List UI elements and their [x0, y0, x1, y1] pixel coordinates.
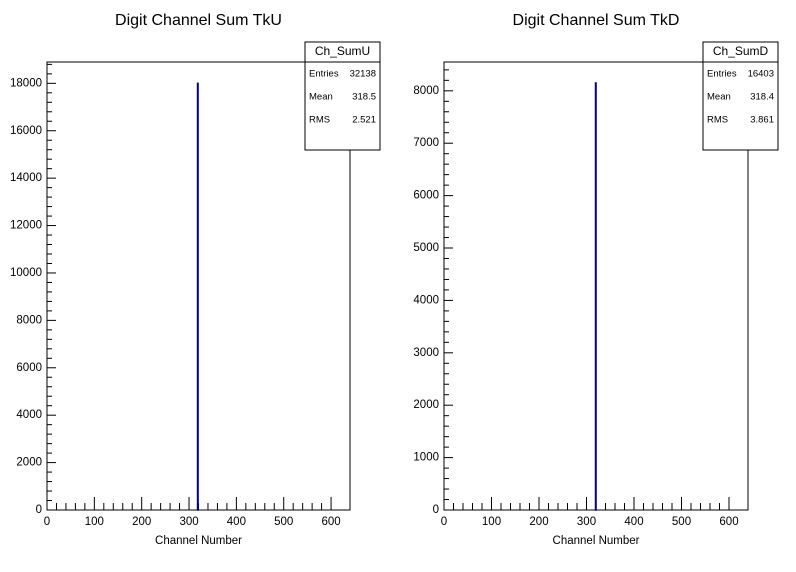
x-tick-label: 300 [577, 516, 596, 528]
y-tick-label: 8000 [16, 314, 42, 326]
chart-pad: Digit Channel Sum TkD Channel Number 0 100 2… [413, 12, 779, 547]
stats-frame [304, 41, 381, 151]
x-tick-label: 300 [179, 516, 198, 528]
x-tick-label: 200 [132, 516, 151, 528]
y-tick-label: 10000 [10, 267, 42, 279]
y-tick-label: 5000 [413, 242, 439, 254]
x-tick-label: 500 [274, 516, 293, 528]
y-tick-label: 6000 [16, 362, 42, 374]
chart-title: Digit Channel Sum TkU [115, 12, 282, 29]
x-axis-label: Channel Number [155, 535, 242, 547]
stats-label: RMS [707, 115, 728, 126]
stats-box: Ch_SumU Entries 32138 Mean 318.5 RMS 2.521 [304, 41, 381, 151]
stats-frame [702, 41, 779, 151]
stats-value: 318.5 [352, 92, 376, 103]
y-tick-label: 7000 [413, 137, 439, 149]
y-tick-label: 3000 [413, 347, 439, 359]
x-tick-label: 600 [321, 516, 340, 528]
stats-title: Ch_SumD [713, 44, 769, 58]
y-tick-label: 2000 [16, 457, 42, 469]
x-tick-label: 400 [227, 516, 246, 528]
x-axis-label: Channel Number [553, 535, 640, 547]
x-tick-label: 100 [85, 516, 104, 528]
stats-label: RMS [309, 115, 330, 126]
stats-value: 318.4 [750, 92, 774, 103]
y-tick-label: 8000 [413, 85, 439, 97]
y-tick-label: 4000 [16, 409, 42, 421]
stats-label: Entries [707, 69, 737, 80]
y-tick-label: 0 [433, 504, 439, 516]
x-tick-label: 500 [672, 516, 691, 528]
x-tick-label: 0 [441, 516, 447, 528]
y-tick-label: 14000 [10, 172, 42, 184]
y-tick-label: 16000 [10, 125, 42, 137]
stats-value: 3.861 [750, 115, 774, 126]
x-tick-label: 600 [719, 516, 738, 528]
chart-title: Digit Channel Sum TkD [513, 12, 680, 29]
stats-value: 32138 [350, 69, 376, 80]
histogram-bar [196, 82, 199, 511]
stats-box: Ch_SumD Entries 16403 Mean 318.4 RMS 3.861 [702, 41, 779, 151]
y-tick-label: 2000 [413, 399, 439, 411]
y-tick-label: 12000 [10, 220, 42, 232]
y-tick-label: 1000 [413, 452, 439, 464]
stats-title: Ch_SumU [315, 44, 370, 58]
stats-label: Mean [707, 92, 731, 103]
x-tick-label: 400 [624, 516, 643, 528]
x-tick-label: 0 [44, 516, 50, 528]
stats-value: 2.521 [352, 115, 376, 126]
stats-value: 16403 [748, 69, 774, 80]
x-tick-label: 200 [529, 516, 548, 528]
stats-label: Entries [309, 69, 339, 80]
y-tick-label: 0 [36, 504, 42, 516]
x-tick-label: 100 [482, 516, 501, 528]
chart-pad: Digit Channel Sum TkU Channel Number 0 100 2… [10, 12, 381, 547]
stats-label: Mean [309, 92, 333, 103]
y-tick-label: 18000 [10, 77, 42, 89]
histogram-bar [594, 82, 597, 511]
y-tick-label: 6000 [413, 190, 439, 202]
y-tick-label: 4000 [413, 294, 439, 306]
